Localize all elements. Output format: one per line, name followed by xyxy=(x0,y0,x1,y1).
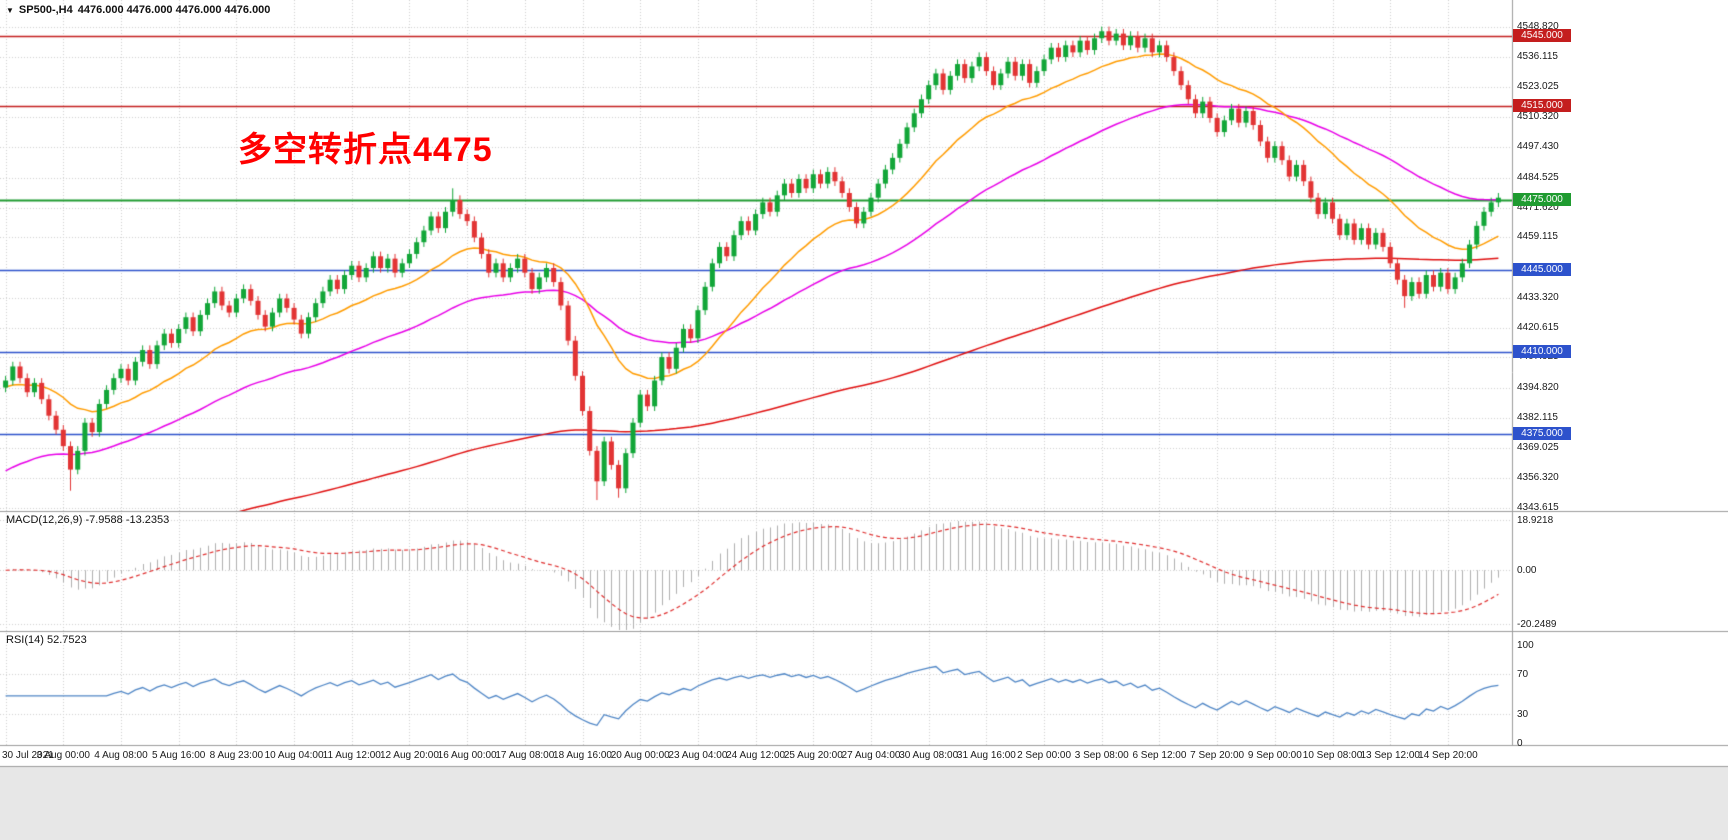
time-axis-label: 18 Aug 16:00 xyxy=(553,750,612,761)
price-axis-label: 4523.025 xyxy=(1517,81,1559,93)
time-axis-label: 5 Aug 16:00 xyxy=(151,750,206,761)
time-axis-label: 2 Sep 00:00 xyxy=(1017,750,1072,761)
chart-ohlc-values: 4476.000 4476.000 4476.000 4476.000 xyxy=(77,4,271,16)
price-axis-label: 4484.525 xyxy=(1517,171,1559,183)
time-axis-label: 30 Aug 08:00 xyxy=(899,750,959,761)
macd-axis-label: 18.9218 xyxy=(1517,515,1554,526)
time-axis[interactable]: 30 Jul 2021 3 Aug 00:00 4 Aug 08:00 5 Aug 1… xyxy=(0,745,1512,766)
time-axis-label: 13 Sep 12:00 xyxy=(1360,750,1420,761)
price-level-tag: 4545.000 xyxy=(1513,28,1571,42)
price-level-tag: 4375.000 xyxy=(1513,427,1571,441)
price-level-tag: 4475.000 xyxy=(1513,193,1571,207)
price-axis-label: 4356.320 xyxy=(1517,472,1559,484)
time-axis-label: 8 Aug 23:00 xyxy=(209,750,264,761)
time-axis-label: 27 Aug 04:00 xyxy=(841,750,901,761)
time-axis-label: 24 Aug 12:00 xyxy=(726,750,786,761)
time-axis-label: 10 Sep 08:00 xyxy=(1302,750,1363,761)
price-level-tag: 4445.000 xyxy=(1513,263,1571,277)
time-axis-label: 10 Aug 04:00 xyxy=(264,750,324,761)
chart-symbol-label: SP500-,H4 xyxy=(18,4,73,16)
time-axis-label: 3 Aug 00:00 xyxy=(36,750,90,761)
time-axis-label: 7 Sep 20:00 xyxy=(1190,750,1245,761)
price-axis-label: 4382.115 xyxy=(1517,411,1558,423)
time-axis-label: 31 Aug 16:00 xyxy=(956,750,1016,761)
indicator-axis: 18.9218 0.00 -20.2489 100 70 30 0 xyxy=(1512,0,1728,766)
price-axis-label: 4497.430 xyxy=(1517,141,1559,153)
price-axis-label: 4471.620 xyxy=(1517,201,1559,213)
time-axis-label: 6 Sep 12:00 xyxy=(1132,750,1187,761)
price-axis-label: 4433.320 xyxy=(1517,291,1559,303)
annotation-text: 多空转折点4475 xyxy=(238,131,493,169)
time-axis-label: 4 Aug 08:00 xyxy=(94,750,148,761)
chart-title: ▼ SP500-,H4 4476.000 4476.000 4476.000 4… xyxy=(6,4,270,16)
price-axis: 4548.820 4536.115 4523.025 4510.320 4497.430… xyxy=(1512,0,1728,766)
time-axis-label: 9 Sep 00:00 xyxy=(1247,750,1302,761)
macd-indicator-label: MACD(12,26,9) -7.9588 -13.2353 xyxy=(6,514,170,526)
time-axis-label: 30 Jul 2021 xyxy=(2,750,54,761)
price-axis-label: 4548.820 xyxy=(1517,21,1559,32)
rsi-axis-label: 30 xyxy=(1517,708,1529,720)
time-axis-label: 25 Aug 20:00 xyxy=(783,750,843,761)
price-axis-label: 4394.820 xyxy=(1517,381,1559,393)
macd-axis-label: -20.2489 xyxy=(1517,619,1557,630)
rsi-axis-label: 100 xyxy=(1517,640,1534,651)
rsi-axis-label: 0 xyxy=(1517,738,1523,749)
chart-menu-icon[interactable]: ▼ xyxy=(6,5,14,15)
price-axis-label: 4420.615 xyxy=(1517,321,1559,333)
macd-axis-label: 0.00 xyxy=(1517,565,1537,577)
price-axis-label: 4459.115 xyxy=(1517,231,1558,243)
price-axis-label: 4510.320 xyxy=(1517,111,1559,123)
price-axis-label: 4369.025 xyxy=(1517,442,1559,454)
time-axis-label: 23 Aug 04:00 xyxy=(668,750,728,761)
time-axis-label: 17 Aug 08:00 xyxy=(495,750,555,761)
time-axis-label: 3 Sep 08:00 xyxy=(1074,750,1129,761)
price-axis-label: 4536.115 xyxy=(1517,50,1558,62)
time-axis-label: 20 Aug 00:00 xyxy=(610,750,670,761)
time-axis-label: 14 Sep 20:00 xyxy=(1418,750,1478,761)
time-axis-label: 12 Aug 20:00 xyxy=(379,750,439,761)
time-axis-label: 11 Aug 12:00 xyxy=(322,750,381,761)
price-level-tag: 4410.000 xyxy=(1513,345,1571,359)
rsi-axis-label: 70 xyxy=(1517,669,1529,681)
time-axis-label: 16 Aug 00:00 xyxy=(437,750,497,761)
rsi-indicator-label: RSI(14) 52.7523 xyxy=(6,634,87,646)
price-level-tag: 4515.000 xyxy=(1513,99,1571,113)
price-axis-label: 4343.615 xyxy=(1517,502,1559,513)
